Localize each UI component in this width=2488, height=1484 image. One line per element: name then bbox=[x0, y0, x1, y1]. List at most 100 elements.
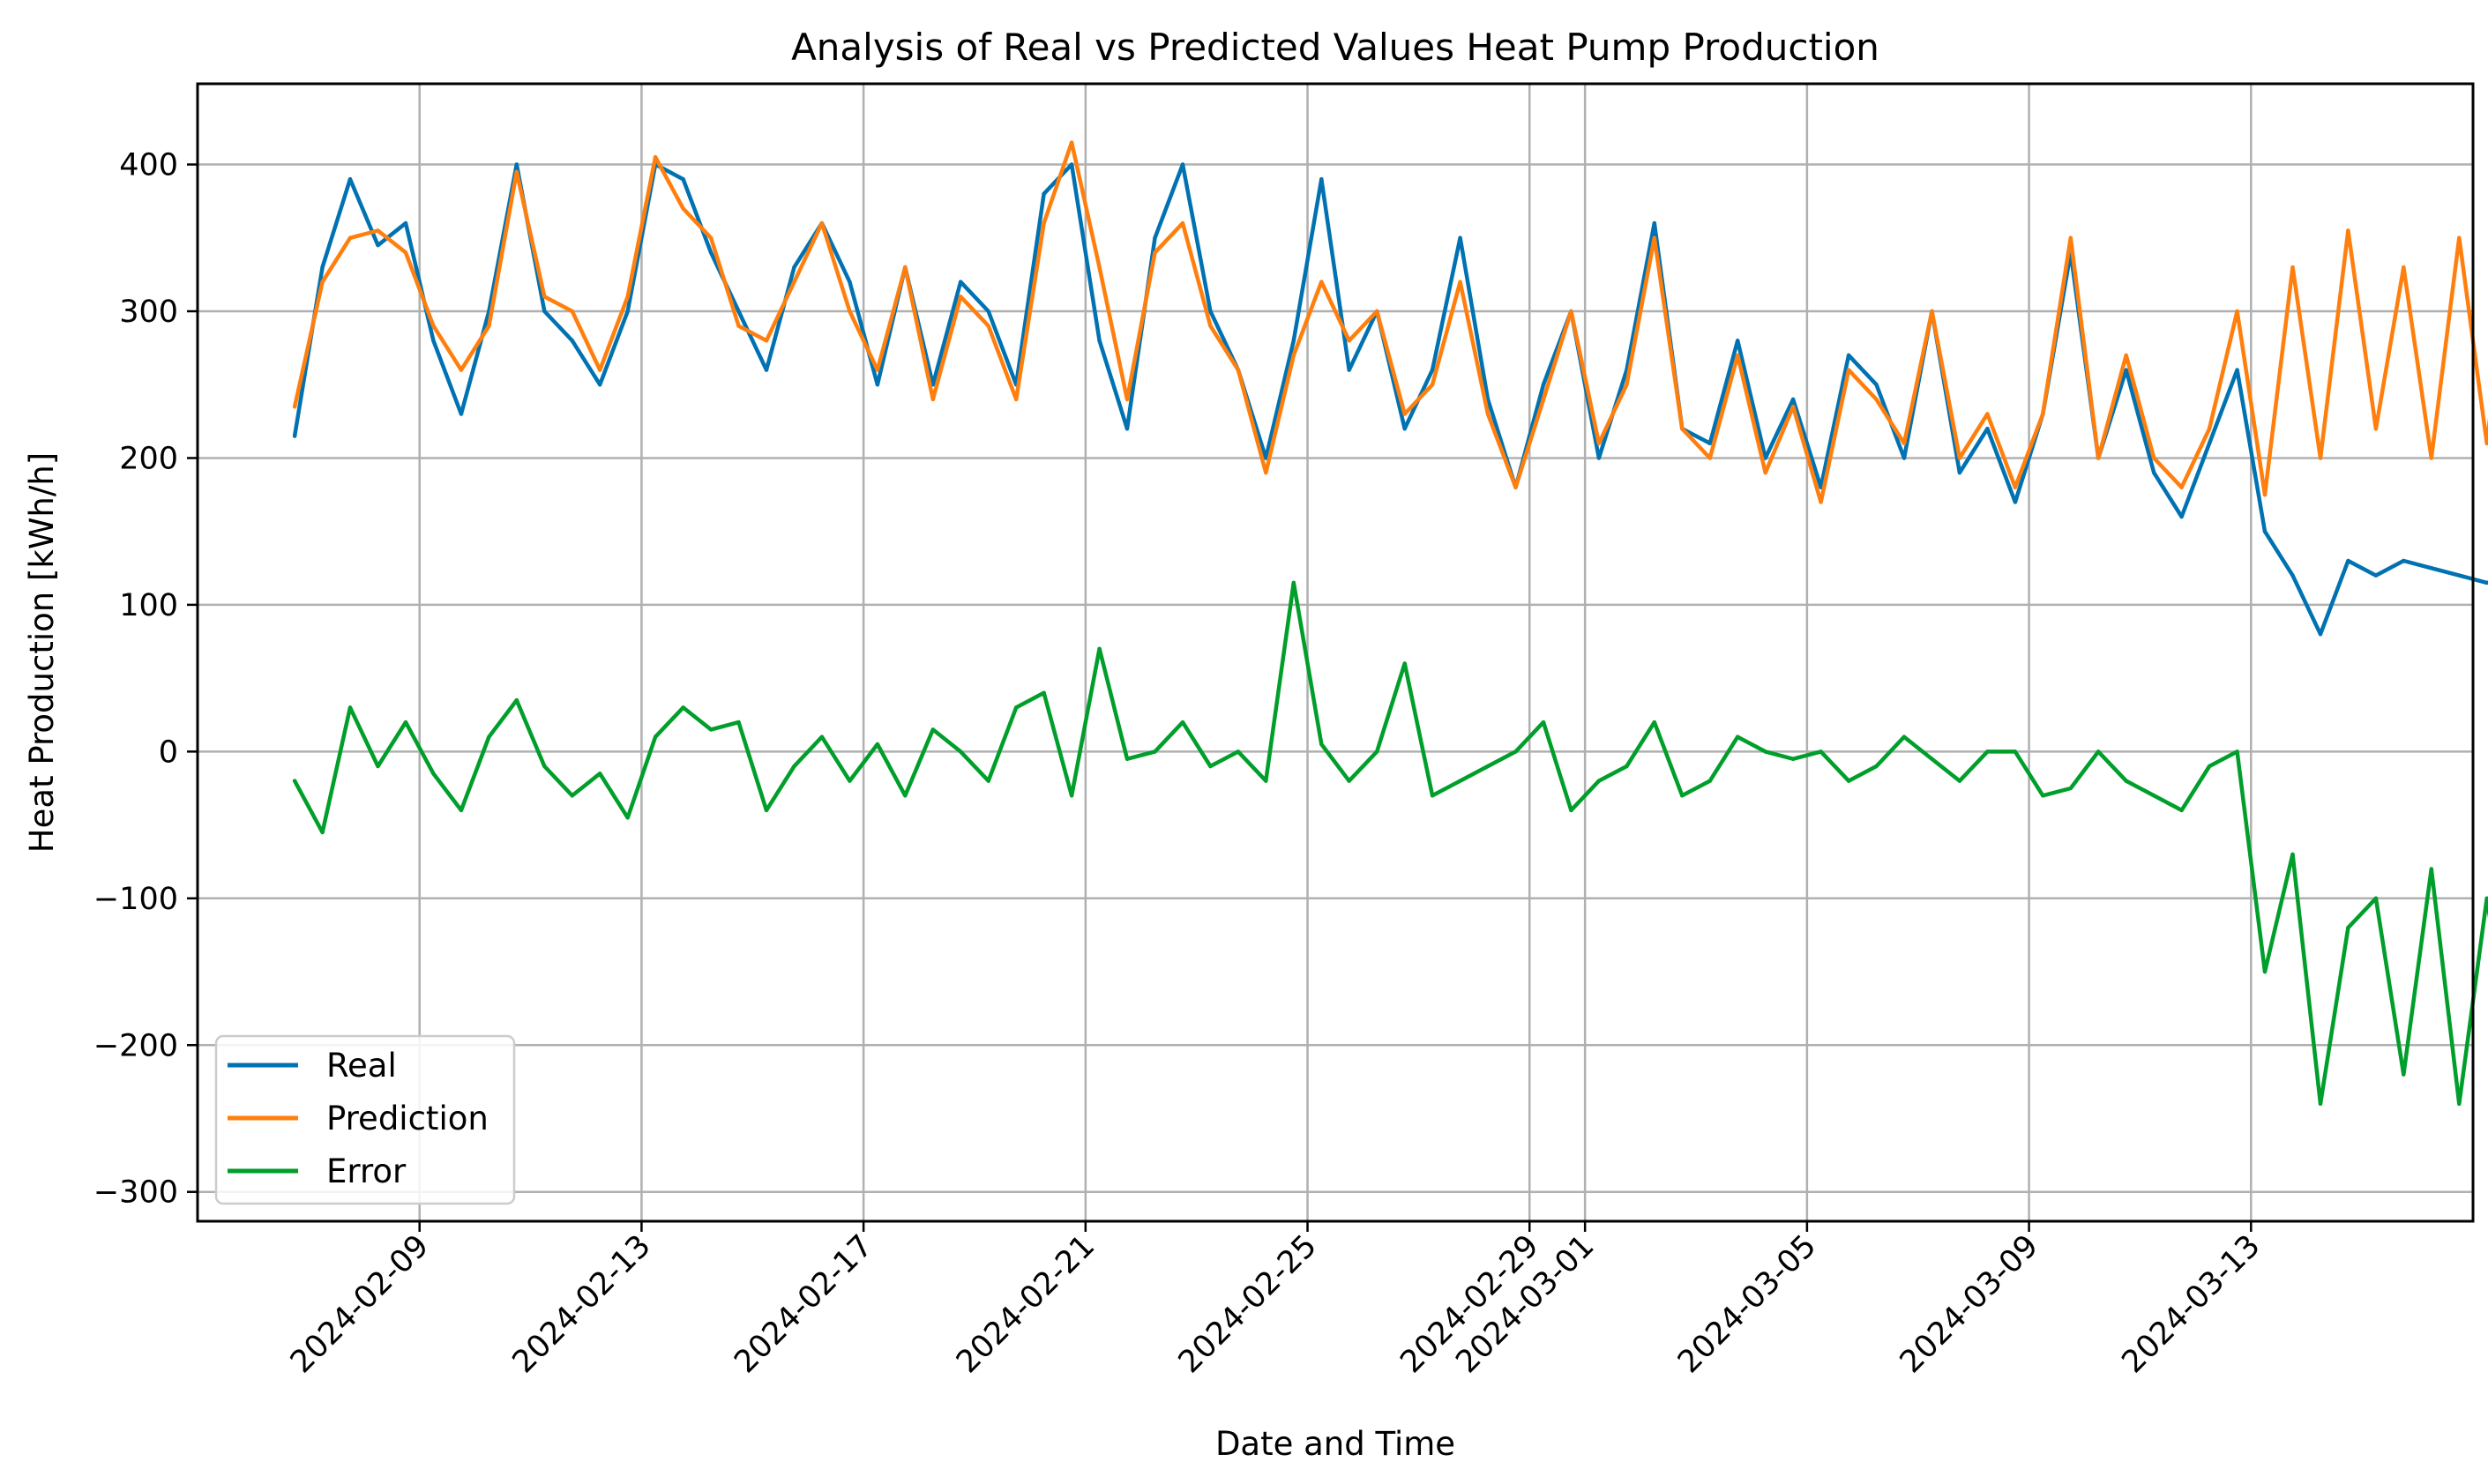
data-point-prediction bbox=[903, 265, 907, 269]
data-point-real bbox=[404, 221, 407, 225]
data-point-real bbox=[876, 383, 879, 386]
data-point-prediction bbox=[1985, 412, 1989, 415]
data-point-error bbox=[1042, 691, 1045, 695]
data-point-prediction bbox=[542, 295, 546, 298]
data-point-error bbox=[654, 735, 657, 739]
data-point-error bbox=[1375, 749, 1378, 753]
data-point-prediction bbox=[820, 221, 824, 225]
data-point-real bbox=[1097, 339, 1101, 342]
data-point-prediction bbox=[1375, 309, 1378, 313]
data-point-error bbox=[2179, 809, 2183, 812]
data-point-real bbox=[2319, 632, 2322, 636]
data-point-real bbox=[1736, 339, 1739, 342]
data-point-prediction bbox=[487, 324, 490, 327]
data-point-prediction bbox=[1708, 456, 1712, 459]
data-point-real bbox=[2152, 471, 2156, 474]
data-point-real bbox=[848, 280, 851, 284]
data-point-real bbox=[2457, 573, 2461, 577]
data-point-error bbox=[404, 720, 407, 724]
data-point-prediction bbox=[1653, 236, 1656, 240]
data-point-real bbox=[1153, 236, 1156, 240]
data-point-prediction bbox=[1930, 309, 1933, 313]
data-point-real bbox=[2014, 500, 2017, 503]
data-point-error bbox=[1625, 764, 1628, 768]
data-point-error bbox=[1569, 809, 1573, 812]
data-point-real bbox=[1292, 339, 1296, 342]
data-point-error bbox=[1597, 779, 1601, 782]
data-point-prediction bbox=[1403, 412, 1407, 415]
data-point-error bbox=[2374, 897, 2378, 900]
data-point-error bbox=[1125, 757, 1129, 761]
data-point-prediction bbox=[2041, 412, 2044, 415]
data-point-real bbox=[348, 177, 352, 181]
data-point-error bbox=[987, 779, 990, 782]
data-point-prediction bbox=[459, 368, 463, 371]
data-point-real bbox=[2125, 368, 2128, 371]
data-point-error bbox=[515, 698, 519, 702]
data-point-prediction bbox=[515, 170, 519, 174]
data-point-prediction bbox=[1958, 456, 1961, 459]
data-point-prediction bbox=[2152, 456, 2156, 459]
data-point-prediction bbox=[598, 368, 601, 371]
data-point-real bbox=[1653, 221, 1656, 225]
data-point-prediction bbox=[2208, 427, 2211, 430]
data-point-prediction bbox=[431, 324, 435, 327]
data-point-error bbox=[376, 764, 379, 768]
data-point-real bbox=[459, 412, 463, 415]
data-point-real bbox=[2402, 559, 2405, 563]
data-point-error bbox=[1653, 720, 1656, 724]
data-point-prediction bbox=[1569, 309, 1573, 313]
data-point-prediction bbox=[931, 398, 935, 401]
data-point-error bbox=[1237, 749, 1240, 753]
data-point-prediction bbox=[736, 324, 740, 327]
data-point-error bbox=[792, 764, 796, 768]
data-point-error bbox=[765, 809, 768, 812]
data-point-prediction bbox=[654, 155, 657, 159]
data-point-error bbox=[598, 772, 601, 775]
data-point-prediction bbox=[1680, 427, 1684, 430]
data-point-error bbox=[876, 742, 879, 746]
data-point-error bbox=[903, 794, 907, 797]
data-point-real bbox=[2430, 566, 2433, 570]
data-point-prediction bbox=[1070, 140, 1073, 144]
data-point-prediction bbox=[2430, 456, 2433, 459]
data-point-prediction bbox=[571, 309, 574, 313]
y-tick-label: −300 bbox=[93, 1175, 178, 1211]
data-point-prediction bbox=[1513, 486, 1517, 489]
data-point-prediction bbox=[626, 295, 630, 298]
data-point-error bbox=[2290, 853, 2294, 856]
data-point-error bbox=[1708, 779, 1712, 782]
data-point-error bbox=[1097, 647, 1101, 651]
data-point-prediction bbox=[1125, 398, 1129, 401]
data-point-error bbox=[571, 794, 574, 797]
data-point-prediction bbox=[2179, 486, 2183, 489]
data-point-real bbox=[1125, 427, 1129, 430]
data-point-error bbox=[348, 705, 352, 709]
data-point-prediction bbox=[1042, 221, 1045, 225]
data-point-prediction bbox=[1208, 324, 1212, 327]
data-point-error bbox=[487, 735, 490, 739]
data-point-prediction bbox=[2263, 493, 2267, 496]
y-tick-label: 0 bbox=[159, 735, 178, 770]
data-point-real bbox=[1958, 471, 1961, 474]
data-point-prediction bbox=[765, 339, 768, 342]
y-tick-label: 200 bbox=[119, 441, 178, 476]
data-point-prediction bbox=[1153, 250, 1156, 254]
data-point-prediction bbox=[2014, 486, 2017, 489]
data-point-error bbox=[2069, 787, 2073, 790]
data-point-error bbox=[1181, 720, 1184, 724]
data-point-error bbox=[931, 727, 935, 731]
data-point-prediction bbox=[2319, 456, 2322, 459]
data-point-real bbox=[959, 280, 962, 284]
data-point-error bbox=[459, 809, 463, 812]
data-point-error bbox=[431, 772, 435, 775]
data-point-prediction bbox=[320, 280, 324, 284]
data-point-real bbox=[2179, 515, 2183, 518]
data-point-error bbox=[1542, 720, 1545, 724]
data-point-prediction bbox=[1597, 442, 1601, 445]
y-tick-label: −100 bbox=[93, 882, 178, 917]
